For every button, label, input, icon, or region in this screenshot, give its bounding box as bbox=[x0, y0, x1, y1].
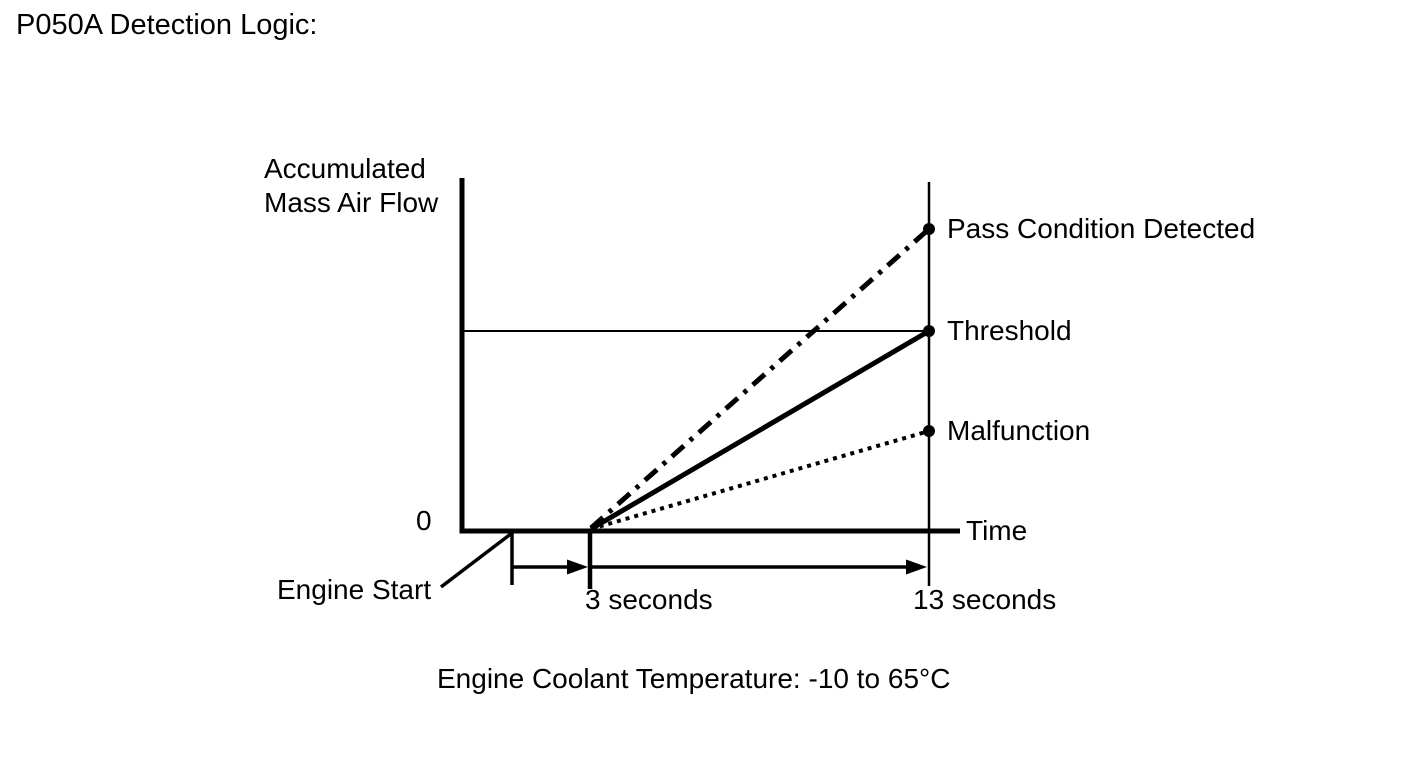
origin-zero-label: 0 bbox=[416, 505, 432, 536]
three-seconds-label: 3 seconds bbox=[585, 584, 713, 615]
pass-condition-label: Pass Condition Detected bbox=[947, 213, 1256, 244]
interval-arrow-start-head bbox=[567, 559, 588, 575]
threshold-label: Threshold bbox=[947, 315, 1072, 346]
coolant-temperature-caption: Engine Coolant Temperature: -10 to 65°C bbox=[437, 663, 951, 694]
engine-start-pointer-line bbox=[439, 531, 514, 589]
y-axis-label: Accumulated Mass Air Flow bbox=[264, 152, 438, 220]
page-title: P050A Detection Logic: bbox=[16, 9, 318, 41]
engine-start-label: Engine Start bbox=[277, 574, 432, 605]
threshold-endpoint-dot bbox=[923, 325, 935, 337]
threshold-series-line bbox=[589, 328, 931, 532]
y-axis-label-line2: Mass Air Flow bbox=[264, 187, 439, 218]
malfunction-series-line bbox=[590, 429, 930, 531]
y-axis-label-line1: Accumulated bbox=[264, 153, 426, 184]
malfunction-endpoint-dot bbox=[923, 425, 935, 437]
pass-endpoint-dot bbox=[923, 223, 935, 235]
interval-arrow-end-head bbox=[906, 559, 927, 575]
thirteen-seconds-label: 13 seconds bbox=[913, 584, 1057, 615]
pass-series-line bbox=[589, 227, 931, 530]
malfunction-label: Malfunction bbox=[947, 415, 1091, 446]
x-axis-label: Time bbox=[966, 515, 1028, 546]
